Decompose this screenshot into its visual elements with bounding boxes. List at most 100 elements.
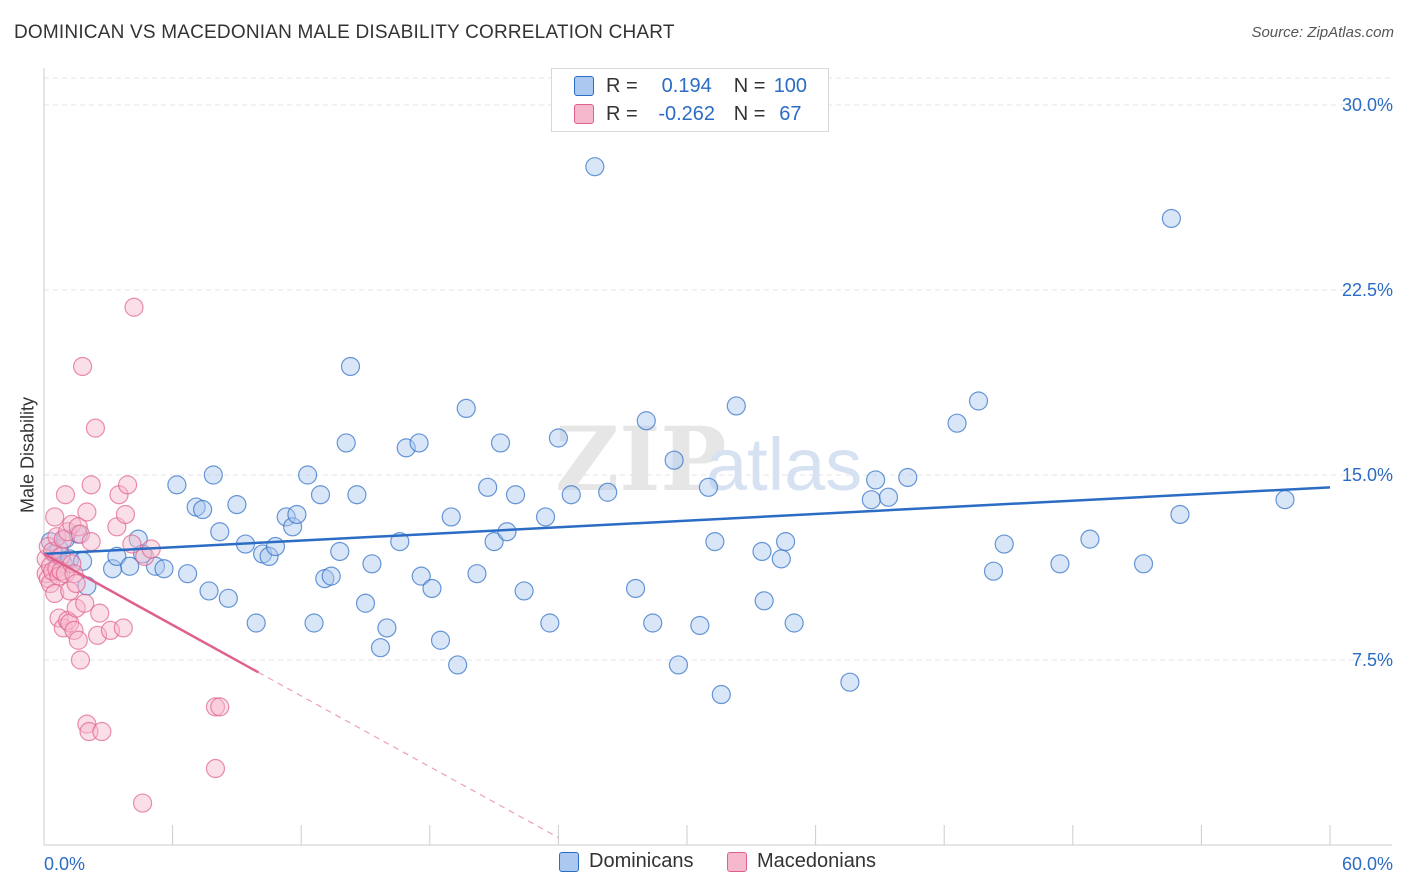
- macedonians-point: [70, 650, 91, 670]
- dominicans-point: [409, 433, 429, 453]
- bottom-legend-dominicans: Dominicans: [559, 850, 693, 873]
- macedonians-point: [115, 504, 136, 525]
- dominicans-point: [771, 549, 791, 569]
- legend-r-label: R =: [606, 74, 638, 97]
- macedonians-point: [81, 531, 101, 552]
- y-tick-label: 30.0%: [1342, 95, 1393, 115]
- dominicans-point: [441, 507, 461, 527]
- macedonians-point: [64, 620, 84, 641]
- macedonians-point: [85, 418, 106, 438]
- y-axis-label: Male Disability: [17, 396, 38, 514]
- dominicans-point: [321, 566, 341, 586]
- dominicans-point: [259, 546, 279, 567]
- dominicans-point: [246, 613, 266, 633]
- dominicans-point: [430, 630, 451, 650]
- dominicans-point: [754, 591, 774, 611]
- dominicans-point: [330, 541, 350, 562]
- dominicans-point: [598, 482, 618, 502]
- trend-lines: [43, 486, 1331, 839]
- dominicans-point: [690, 615, 710, 636]
- dominicans-point: [154, 559, 174, 579]
- dominicans-point: [178, 564, 198, 584]
- legend-n-label: N =: [733, 102, 766, 125]
- dominicans-point: [467, 564, 487, 584]
- dominicans-point: [422, 578, 442, 599]
- y-tick-label: 15.0%: [1342, 465, 1393, 485]
- macedonians-point: [113, 618, 133, 638]
- pink-swatch-icon: [574, 104, 594, 124]
- dominicans-point: [390, 531, 410, 552]
- dominicans-point: [1133, 554, 1154, 574]
- x-tick-label: 60.0%: [1342, 854, 1393, 874]
- dominicans-point: [668, 655, 689, 675]
- bottom-legend-macedonians: Macedonians: [727, 850, 876, 873]
- dominicans-point: [120, 556, 140, 576]
- dominicans-point: [340, 356, 361, 377]
- dominicans-point: [199, 581, 219, 601]
- legend-row-macedonians: R = -0.262 N = 67: [574, 101, 815, 127]
- macedonians-point: [66, 573, 86, 594]
- dominicans-point: [203, 465, 223, 485]
- dominicans-point: [1050, 554, 1070, 574]
- dominicans-point: [310, 485, 331, 505]
- tick-labels: 7.5% 15.0% 22.5% 30.0% 0.0% 60.0%: [44, 95, 1393, 874]
- dominicans-point: [625, 578, 646, 599]
- dominicans-point: [193, 499, 213, 520]
- dominicans-point: [775, 531, 796, 552]
- dominicans-point: [698, 477, 719, 497]
- legend-dominicans-label: Dominicans: [589, 850, 694, 872]
- chart-title: DOMINICAN VS MACEDONIAN MALE DISABILITY …: [14, 22, 675, 43]
- dominicans-point: [478, 477, 498, 497]
- macedonians-trend-line: [43, 552, 259, 674]
- blue-swatch-icon: [574, 76, 594, 96]
- macedonians-point: [75, 593, 95, 613]
- dominicans-point: [548, 428, 569, 448]
- dominicans-point: [411, 566, 431, 586]
- pink-swatch-icon: [727, 851, 747, 872]
- macedonians-point: [68, 630, 88, 650]
- legend-n-value: 67: [779, 102, 802, 125]
- legend-n-label: N =: [733, 74, 766, 97]
- macedonians-point: [90, 603, 110, 623]
- dominicans-point: [448, 655, 468, 675]
- dominicans-point: [664, 450, 684, 470]
- legend-n-value: 100: [773, 74, 808, 97]
- dominicans-point: [370, 638, 391, 658]
- dominicans-points: [40, 157, 1295, 705]
- dominicans-point: [1170, 504, 1190, 525]
- legend-r-value: -0.262: [658, 102, 716, 125]
- dominicans-point: [784, 613, 804, 633]
- dominicans-point: [1080, 529, 1100, 549]
- blue-swatch-icon: [559, 851, 579, 872]
- macedonians-point: [135, 546, 155, 567]
- legend-r-value: 0.194: [661, 74, 712, 97]
- macedonians-point: [132, 793, 153, 813]
- dominicans-trend-line: [43, 486, 1331, 556]
- dominicans-point: [484, 531, 504, 552]
- dominicans-point: [377, 618, 397, 638]
- dominicans-point: [396, 438, 416, 458]
- correlation-legend: R = 0.194 N = 100 R = -0.262 N = 67: [551, 68, 829, 132]
- y-tick-label: 22.5%: [1342, 280, 1393, 300]
- macedonians-point: [87, 625, 108, 645]
- macedonians-point: [81, 475, 101, 495]
- dominicans-point: [283, 517, 303, 537]
- dominicans-point: [535, 507, 556, 527]
- dominicans-point: [726, 396, 746, 416]
- dominicans-point: [866, 470, 886, 490]
- dominicans-point: [561, 485, 581, 505]
- dominicans-point: [994, 534, 1014, 554]
- dominicans-point: [861, 490, 881, 510]
- macedonians-point: [205, 697, 226, 717]
- grid-lines: [44, 77, 1392, 661]
- macedonians-point: [92, 721, 112, 742]
- dominicans-point: [107, 546, 127, 567]
- dominicans-point: [898, 467, 918, 488]
- dominicans-point: [336, 433, 356, 453]
- dominicans-point: [210, 522, 230, 542]
- macedonians-point: [72, 356, 93, 377]
- y-tick-label: 7.5%: [1352, 650, 1393, 670]
- dominicans-point: [540, 613, 560, 633]
